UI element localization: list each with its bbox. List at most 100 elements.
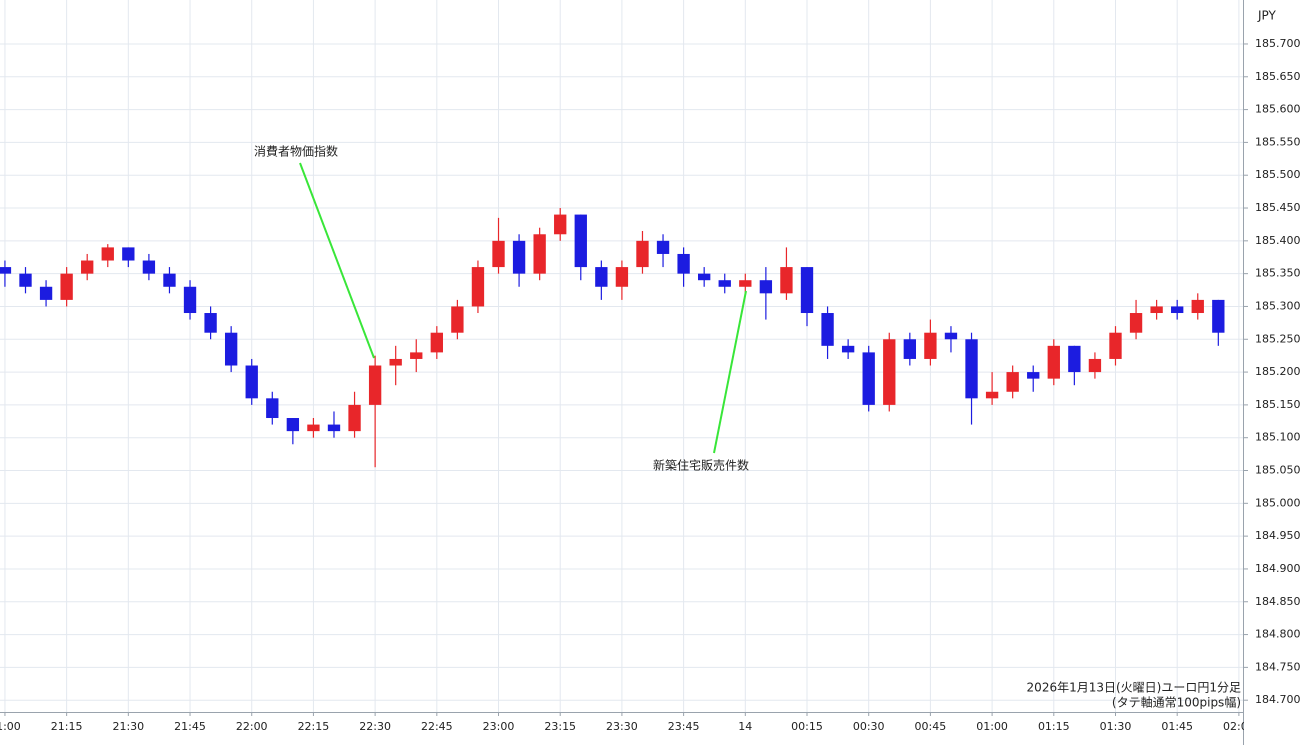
y-tick-label: 184.850 — [1255, 595, 1300, 608]
y-tick-label: 184.950 — [1255, 529, 1300, 542]
candle-body — [348, 404, 361, 432]
candle-body — [841, 345, 855, 353]
y-tick-label: 185.050 — [1255, 464, 1300, 477]
candle-body — [142, 260, 156, 274]
annotation-line — [299, 162, 375, 359]
candle-body — [985, 391, 999, 399]
x-tick-label: 01:15 — [1038, 720, 1070, 733]
candle-body — [1047, 345, 1060, 379]
candle-body — [327, 424, 341, 432]
candle-body — [944, 332, 958, 340]
y-tick-label: 185.100 — [1255, 431, 1300, 444]
candle-body — [307, 424, 320, 432]
x-tick-label: 22:15 — [298, 720, 330, 733]
y-tick-label: 185.600 — [1255, 103, 1300, 116]
x-tick-label: 14 — [738, 720, 752, 733]
candle-body — [698, 273, 711, 281]
x-tick-label: 22:30 — [359, 720, 391, 733]
y-tick-label: 185.350 — [1255, 267, 1300, 280]
candle-body — [81, 260, 94, 274]
candle-body — [924, 332, 937, 359]
candle-body — [122, 247, 135, 261]
candle-body — [430, 332, 443, 353]
annotation: 新築住宅販売件数 — [653, 458, 749, 473]
y-tick-label: 185.150 — [1255, 398, 1300, 411]
y-tick-label: 184.700 — [1255, 693, 1300, 706]
candle-body — [60, 273, 73, 300]
candle-body — [574, 214, 587, 268]
candle-body — [1027, 372, 1040, 379]
y-tick-label: 185.700 — [1255, 37, 1300, 50]
annotation: 消費者物価指数 — [254, 144, 338, 159]
candle-body — [677, 253, 690, 274]
candle-body — [1212, 299, 1225, 333]
candle-body — [471, 267, 485, 307]
candle-body — [1171, 306, 1184, 314]
x-tick-label: 01:30 — [1100, 720, 1132, 733]
candle-body — [101, 247, 114, 261]
candles — [0, 208, 1225, 468]
candle-body — [718, 280, 731, 287]
candle-body — [266, 398, 279, 419]
candle-body — [615, 267, 629, 287]
y-tick-label: 185.500 — [1255, 168, 1300, 181]
candle-body — [410, 352, 423, 359]
candle-body — [245, 365, 258, 399]
candle-body — [286, 418, 300, 432]
candle-body — [512, 240, 526, 274]
candle-body — [368, 365, 382, 405]
candle-body — [389, 358, 402, 366]
chart-note: (タテ軸通常100pips幅) — [1112, 695, 1241, 710]
candle-body — [862, 352, 875, 405]
candle-body — [780, 267, 793, 294]
y-tick-label: 185.250 — [1255, 332, 1300, 345]
candle-body — [595, 267, 608, 287]
candle-body — [19, 273, 32, 287]
y-tick-label: 184.750 — [1255, 660, 1300, 673]
chart-note: 2026年1月13日(火曜日)ユーロ円1分足 — [1027, 681, 1241, 695]
y-tick-label: 184.900 — [1255, 562, 1300, 575]
y-tick-label: 184.800 — [1255, 628, 1300, 641]
y-axis: 184.700 184.750 184.800 184.850 184.900 184.9… — [1243, 37, 1300, 706]
x-tick-label: 23:45 — [668, 720, 700, 733]
y-tick-label: 185.300 — [1255, 299, 1300, 312]
y-tick-label: 185.450 — [1255, 201, 1300, 214]
candle-body — [533, 234, 546, 274]
x-tick-label: 00:30 — [853, 720, 885, 733]
x-axis-cover — [1244, 713, 1300, 745]
candle-body — [492, 240, 505, 268]
candle-body — [1068, 345, 1081, 373]
y-tick-label: 185.400 — [1255, 234, 1300, 247]
x-axis: 21:00 21:15 21:30 21:45 22:00 22:15 22:30 22:45… — [0, 712, 1300, 745]
x-tick-label: 23:30 — [606, 720, 638, 733]
x-tick-label: 01:00 — [976, 720, 1008, 733]
x-tick-label: 23:00 — [483, 720, 515, 733]
x-tick-label: 00:45 — [915, 720, 947, 733]
candle-body — [1129, 313, 1143, 333]
y-axis-panel — [1244, 0, 1300, 745]
x-tick-label: 21:15 — [51, 720, 83, 733]
x-tick-label: 23:15 — [544, 720, 576, 733]
candle-body — [183, 286, 197, 314]
candle-body — [965, 339, 978, 399]
x-tick-label: 00:15 — [791, 720, 823, 733]
candle-body — [204, 313, 217, 333]
candle-body — [554, 214, 567, 235]
candle-body — [39, 286, 53, 300]
y-tick-label: 185.000 — [1255, 496, 1300, 509]
candle-body — [656, 240, 670, 254]
candle-body — [1150, 306, 1163, 314]
candle-body — [224, 332, 238, 366]
candle-body — [1109, 332, 1122, 359]
y-tick-label: 185.550 — [1255, 135, 1300, 148]
x-tick-label: 21:00 — [0, 720, 21, 733]
x-tick-label: 22:00 — [236, 720, 268, 733]
candle-body — [1191, 299, 1204, 314]
y-axis-label: JPY — [1257, 9, 1277, 23]
candle-body — [1088, 358, 1102, 373]
candle-body — [759, 280, 773, 294]
x-tick-label: 21:45 — [174, 720, 206, 733]
candle-body — [163, 273, 176, 287]
